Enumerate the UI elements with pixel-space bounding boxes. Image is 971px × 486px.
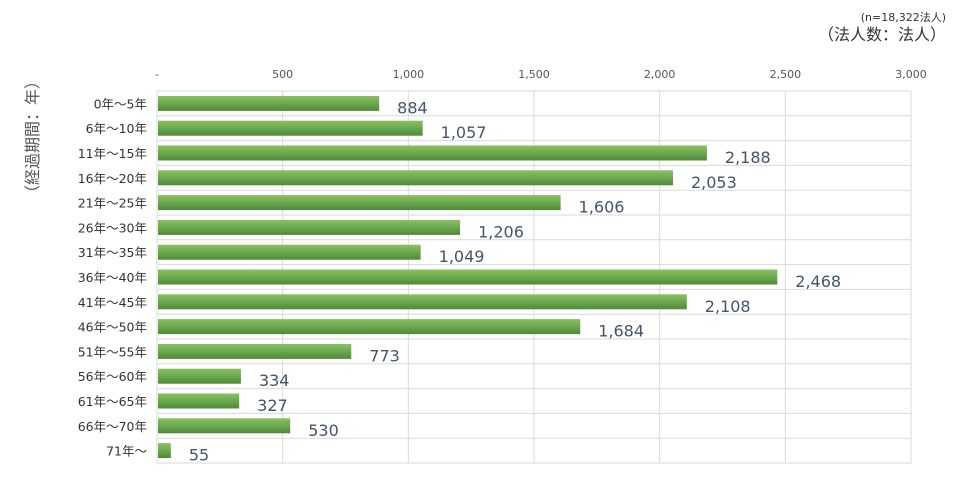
- category-label: 21年～25年: [78, 196, 147, 211]
- x-axis-ticks: - 500 1,000 1,500 2,000 2,500 3,000: [155, 68, 927, 81]
- data-label: 1,606: [579, 198, 625, 217]
- bar: [158, 95, 380, 111]
- bar: [158, 269, 778, 285]
- value-labels: 884 1,057 2,188 2,053 1,606 1,206 1,049 2,468 2,…: [189, 98, 841, 464]
- category-labels: 0年～5年 6年～10年 11年～15年 16年～20年 21年～25年 26年～30年 3…: [78, 96, 147, 458]
- category-label: 61年～65年: [78, 394, 147, 409]
- bar: [158, 319, 581, 335]
- category-label: 71年～: [106, 444, 147, 459]
- bar: [158, 120, 423, 136]
- data-label: 334: [259, 371, 290, 390]
- data-label: 327: [257, 396, 288, 415]
- bar: [158, 368, 241, 384]
- bar: [158, 244, 421, 260]
- category-label: 11年～15年: [78, 146, 147, 161]
- bar: [158, 418, 291, 434]
- x-tick-label: -: [155, 68, 159, 81]
- category-label: 36年～40年: [78, 270, 147, 285]
- bar: [158, 170, 673, 186]
- x-tick-label: 1,500: [518, 68, 550, 81]
- bar: [158, 294, 687, 310]
- x-tick-label: 1,000: [393, 68, 425, 81]
- category-label: 31年～35年: [78, 245, 147, 260]
- data-label: 1,057: [441, 123, 487, 142]
- data-label: 2,468: [795, 272, 841, 291]
- data-label: 2,108: [705, 297, 751, 316]
- category-label: 0年～5年: [94, 96, 147, 111]
- data-label: 1,049: [439, 247, 485, 266]
- x-tick-label: 500: [272, 68, 293, 81]
- category-label: 51年～55年: [78, 344, 147, 359]
- category-label: 41年～45年: [78, 295, 147, 310]
- y-axis-title: （経過期間：年）: [23, 73, 42, 201]
- category-label: 16年～20年: [78, 171, 147, 186]
- bars: [158, 95, 778, 459]
- x-tick-label: 2,500: [770, 68, 802, 81]
- data-label: 2,053: [691, 173, 737, 192]
- category-label: 6年～10年: [86, 121, 147, 136]
- bar: [158, 393, 240, 409]
- bar: [158, 343, 352, 359]
- data-label: 773: [369, 346, 400, 365]
- x-tick-label: 2,000: [644, 68, 676, 81]
- category-label: 26年～30年: [78, 220, 147, 235]
- data-label: 884: [397, 98, 428, 117]
- sample-size-note: (n=18,322法人): [861, 10, 946, 24]
- unit-label: （法人数：法人）: [818, 25, 946, 44]
- category-label: 46年～50年: [78, 320, 147, 335]
- data-label: 55: [189, 446, 209, 465]
- bar: [158, 195, 561, 211]
- data-label: 530: [308, 421, 339, 440]
- data-label: 2,188: [725, 148, 771, 167]
- x-tick-label: 3,000: [895, 68, 927, 81]
- data-label: 1,206: [478, 222, 524, 241]
- category-label: 66年～70年: [78, 419, 147, 434]
- grid-lines: [157, 91, 911, 463]
- bar: [158, 219, 461, 235]
- category-label: 56年～60年: [78, 369, 147, 384]
- bar: [158, 443, 171, 459]
- bar: [158, 145, 707, 161]
- data-label: 1,684: [598, 322, 644, 341]
